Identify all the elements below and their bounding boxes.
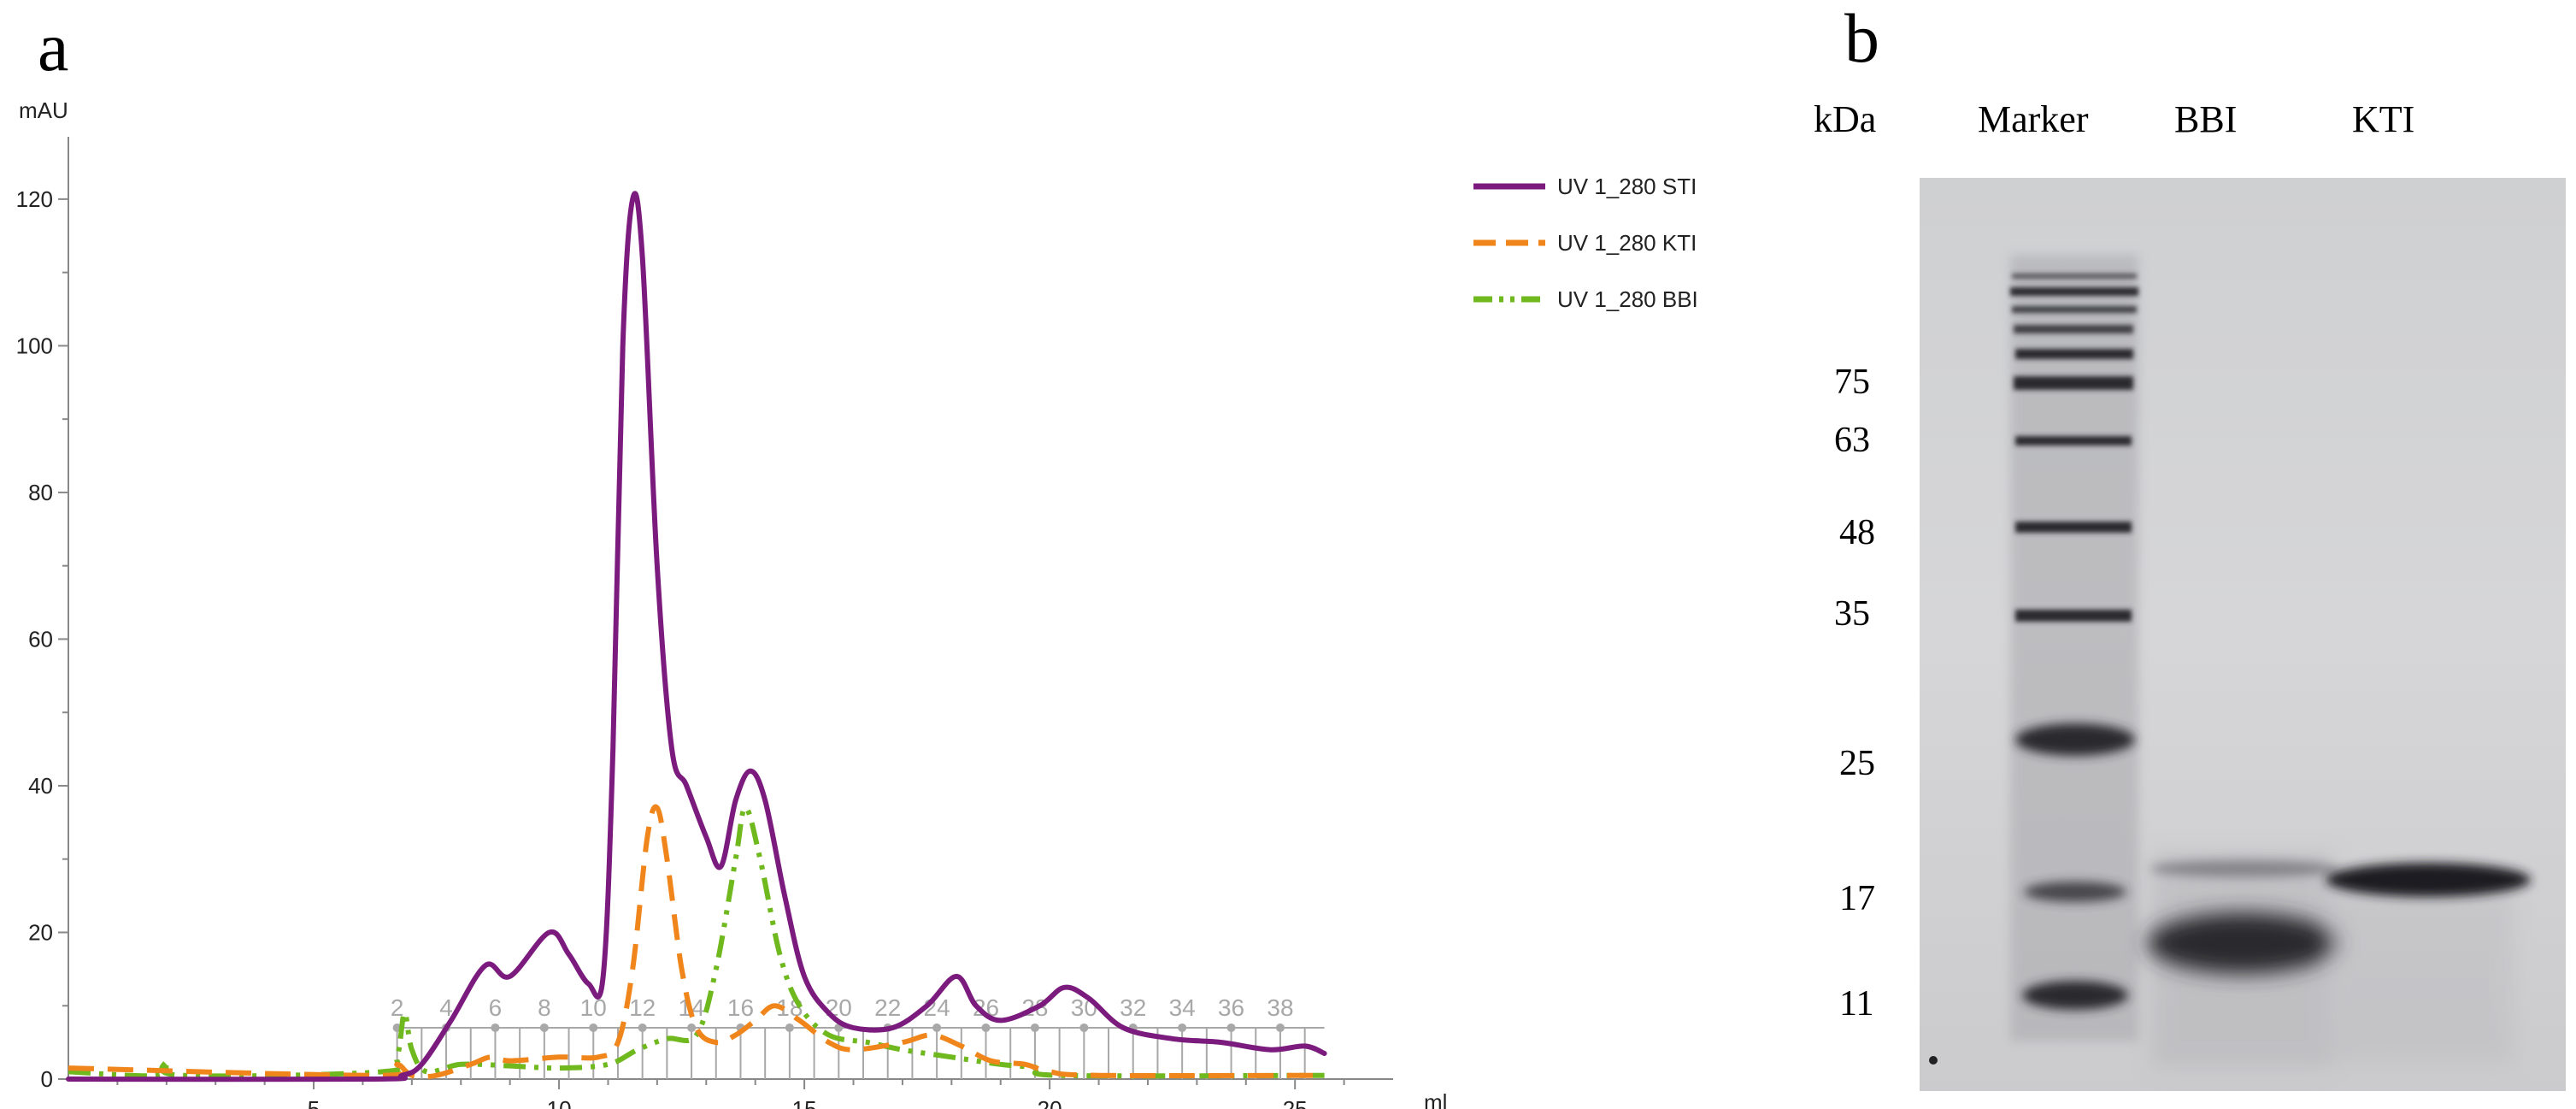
marker-band [2015, 522, 2132, 533]
marker-band [2022, 981, 2128, 1010]
marker-bands [2010, 274, 2138, 1010]
fraction-label: 2 [391, 994, 404, 1021]
fraction-label: 22 [874, 994, 901, 1021]
fraction-label: 32 [1120, 994, 1146, 1021]
bbi-faint-band [2150, 860, 2338, 877]
fraction-label: 30 [1071, 994, 1097, 1021]
gel-speck [1929, 1056, 1938, 1065]
y-tick-label: 80 [28, 480, 53, 505]
marker-band [2010, 287, 2138, 296]
legend-label: UV 1_280 KTI [1557, 230, 1697, 256]
fraction-dot [1178, 1023, 1187, 1032]
series-line-kti [68, 804, 1325, 1080]
fraction-markers: 2 4 6 8 10 12 14 16 18 20 22 24 26 28 30 32 34 36 38 [391, 994, 1325, 1079]
y-tick-label: 120 [16, 186, 53, 212]
fraction-dot [1030, 1023, 1039, 1032]
marker-band [2015, 610, 2132, 622]
fraction-dot [539, 1023, 549, 1032]
fraction-label: 4 [439, 994, 453, 1021]
legend-label: UV 1_280 BBI [1557, 286, 1698, 312]
fraction-dot [1079, 1023, 1089, 1032]
bbi-lane [2147, 853, 2338, 1067]
panel-label-a: a [38, 8, 69, 86]
marker-band [2014, 376, 2133, 390]
mw-label-63: 63 [1834, 421, 1870, 460]
kda-unit-label: kDa [1814, 98, 1877, 140]
fraction-dot [491, 1023, 500, 1032]
fraction-label: 36 [1218, 994, 1244, 1021]
mw-label-25: 25 [1839, 744, 1875, 783]
marker-band [2014, 325, 2133, 333]
mw-label-11: 11 [1839, 984, 1874, 1023]
kti-main-band [2326, 863, 2531, 897]
fraction-label: 6 [489, 994, 503, 1021]
marker-band [2015, 349, 2133, 359]
x-axis-label: ml [1424, 1089, 1447, 1109]
gel-image [1920, 178, 2566, 1091]
marker-band [2015, 436, 2132, 445]
x-tick-label: 25 [1283, 1096, 1308, 1109]
lane-label-kti: KTI [2352, 98, 2415, 140]
marker-lane-smear [2010, 255, 2138, 1041]
y-tick-label: 20 [28, 919, 53, 945]
mw-label-48: 48 [1839, 513, 1875, 552]
fraction-label: 8 [538, 994, 551, 1021]
mw-label-35: 35 [1834, 594, 1870, 634]
fraction-label: 34 [1169, 994, 1196, 1021]
fraction-dot [785, 1023, 794, 1032]
bbi-main-band [2147, 912, 2338, 974]
lane-label-marker: Marker [1978, 98, 2089, 140]
lane-label-bbi: BBI [2174, 98, 2238, 140]
x-tick-label: 20 [1038, 1096, 1062, 1109]
fraction-label: 10 [580, 994, 607, 1021]
fraction-dot [687, 1023, 697, 1032]
mw-label-75: 75 [1834, 363, 1870, 402]
series-line-sti [66, 191, 1327, 1082]
y-tick-label: 100 [16, 333, 53, 358]
y-tick-label: 60 [28, 626, 53, 652]
kti-lane-smear [2326, 892, 2514, 1063]
series-line-bbi [68, 805, 1325, 1079]
marker-band [2024, 882, 2126, 902]
marker-band [2012, 274, 2137, 279]
fraction-label: 12 [629, 994, 656, 1021]
fraction-label: 38 [1267, 994, 1293, 1021]
fraction-dot [1226, 1023, 1236, 1032]
y-tick-label: 40 [28, 773, 53, 799]
fraction-dot [589, 1023, 598, 1032]
marker-band [2015, 723, 2135, 756]
y-tick-label: 0 [41, 1066, 53, 1092]
fraction-label: 16 [727, 994, 754, 1021]
y-axis-label: mAU [19, 97, 68, 123]
fraction-dot [932, 1023, 942, 1032]
chart-legend: UV 1_280 STI UV 1_280 KTI UV 1_280 BBI [1473, 174, 1698, 312]
fraction-dot [981, 1023, 991, 1032]
marker-band [2012, 306, 2137, 313]
x-tick-label: 5 [308, 1096, 320, 1109]
fraction-dot [638, 1023, 647, 1032]
x-tick-label: 15 [792, 1096, 817, 1109]
panel-label-b: b [1844, 0, 1879, 77]
x-tick-label: 10 [547, 1096, 572, 1109]
kti-lane [2326, 863, 2531, 1063]
fraction-dot [1275, 1023, 1285, 1032]
mw-label-17: 17 [1839, 879, 1875, 918]
legend-label: UV 1_280 STI [1557, 174, 1697, 199]
